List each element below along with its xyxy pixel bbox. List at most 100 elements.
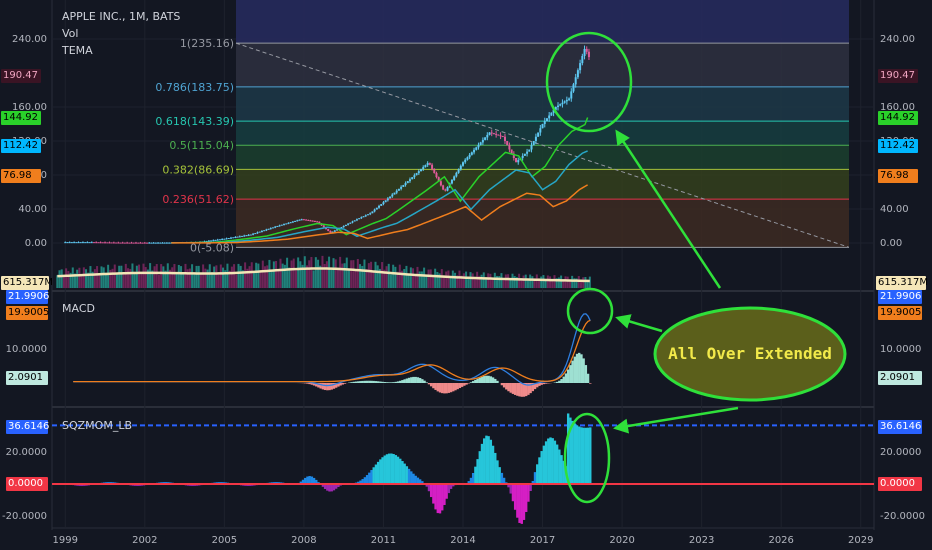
price-candle xyxy=(360,217,363,219)
volume-bar xyxy=(540,276,543,288)
macd-histogram-bar xyxy=(359,381,362,383)
volume-bar xyxy=(199,273,202,288)
price-candle xyxy=(563,101,566,103)
sqz-momentum-bar xyxy=(421,481,424,484)
price-candle xyxy=(490,132,493,134)
highlight-ellipse-price[interactable] xyxy=(545,31,633,133)
volume-bar xyxy=(520,278,523,288)
price-candle xyxy=(464,159,467,163)
price-candle xyxy=(126,242,129,244)
macd-histogram-bar xyxy=(533,383,537,390)
volume-bar xyxy=(409,267,412,288)
symbol-title[interactable]: APPLE INC., 1M, BATS xyxy=(62,10,181,23)
macd-histogram-bar xyxy=(538,383,541,386)
highlight-ellipse-sqz[interactable] xyxy=(563,412,611,504)
macd-histogram-bar xyxy=(418,378,422,383)
volume-bar xyxy=(434,268,437,288)
volume-bar xyxy=(135,265,138,288)
annotation-text: All Over Extended xyxy=(668,344,832,363)
volume-bar xyxy=(549,276,552,288)
fib-zone xyxy=(236,43,849,87)
sqz-momentum-bar xyxy=(379,459,382,484)
macd-histogram-bar xyxy=(500,383,504,386)
volume-bar xyxy=(115,273,118,288)
price-candle xyxy=(298,219,301,221)
volume-bar xyxy=(471,273,474,288)
sqz-momentum-bar xyxy=(542,445,546,484)
volume-bar xyxy=(374,261,377,288)
volume-bar xyxy=(87,272,90,288)
price-candle xyxy=(484,137,487,140)
price-candle xyxy=(84,242,87,244)
macd-histogram-bar xyxy=(562,376,565,383)
volume-bar xyxy=(264,266,267,288)
sqz-momentum-bar xyxy=(544,441,548,484)
macd-histogram-bar xyxy=(357,381,360,383)
price-candle xyxy=(283,224,286,226)
price-candle xyxy=(161,242,164,244)
sqz-momentum-bar xyxy=(425,484,428,487)
volume-bar xyxy=(487,273,490,288)
price-candle xyxy=(311,220,314,222)
price-candle xyxy=(479,142,482,145)
sqz-momentum-bar xyxy=(471,472,475,484)
volume-bar xyxy=(157,274,160,288)
macd-histogram-bar xyxy=(458,383,462,389)
macd-histogram-bar xyxy=(421,379,424,383)
price-candle xyxy=(258,231,261,233)
price-candle xyxy=(119,242,122,244)
volume-bar xyxy=(164,270,167,288)
sqz-momentum-bar xyxy=(533,472,537,484)
right-sqz-zero-label: 0.0000 xyxy=(878,477,922,491)
macd-histogram-bar xyxy=(449,383,453,393)
price-candle xyxy=(572,84,575,92)
volume-legend[interactable]: Vol xyxy=(62,27,79,40)
macd-histogram-bar xyxy=(536,383,539,388)
macd-tick-label-right: 10.0000 xyxy=(880,344,921,355)
highlight-ellipse-macd[interactable] xyxy=(566,287,614,335)
volume-bar xyxy=(524,274,527,288)
volume-bar xyxy=(277,269,280,288)
sqz-legend[interactable]: SQZMOM_LB xyxy=(62,419,132,432)
price-candle xyxy=(344,224,347,226)
annotation-bubble[interactable] xyxy=(653,306,847,402)
volume-bar xyxy=(281,263,284,288)
macd-histogram-bar xyxy=(427,383,431,385)
sqz-momentum-bar xyxy=(401,461,404,484)
volume-bar xyxy=(460,275,463,288)
volume-bar xyxy=(237,263,240,288)
sqz-momentum-bar xyxy=(467,481,470,484)
volume-bar xyxy=(436,272,439,288)
macd-legend[interactable]: MACD xyxy=(62,302,95,315)
price-candle xyxy=(289,222,292,224)
price-candle xyxy=(229,237,232,239)
macd-histogram-bar xyxy=(425,382,428,383)
volume-bar xyxy=(113,264,116,288)
left-sqz-zero-label: 0.0000 xyxy=(6,477,48,491)
volume-bar xyxy=(290,260,293,288)
volume-bar xyxy=(336,267,339,288)
price-candle xyxy=(90,242,93,244)
tema-line-cyan xyxy=(171,150,588,244)
volume-bar xyxy=(418,271,421,288)
sqz-momentum-bar xyxy=(370,470,373,484)
tema-legend[interactable]: TEMA xyxy=(62,44,93,57)
volume-bar xyxy=(160,264,163,288)
macd-histogram-bar xyxy=(390,382,393,383)
volume-bar xyxy=(279,258,282,288)
sqz-tick-label-left: 20.0000 xyxy=(6,447,47,458)
price-candle xyxy=(366,214,369,216)
volume-bar xyxy=(438,273,441,288)
macd-histogram-bar xyxy=(522,383,526,397)
volume-bar xyxy=(73,273,76,288)
price-candle xyxy=(395,190,398,193)
fibonacci-retracement[interactable] xyxy=(235,0,850,248)
fib-zone xyxy=(236,145,849,170)
macd-histogram-bar xyxy=(527,383,530,395)
squeeze-momentum-indicator xyxy=(52,413,874,524)
sqz-momentum-bar xyxy=(310,476,314,484)
macd-histogram-bar xyxy=(476,378,479,383)
price-candle xyxy=(117,242,120,244)
macd-histogram-bar xyxy=(387,382,391,383)
price-candle xyxy=(159,242,162,244)
